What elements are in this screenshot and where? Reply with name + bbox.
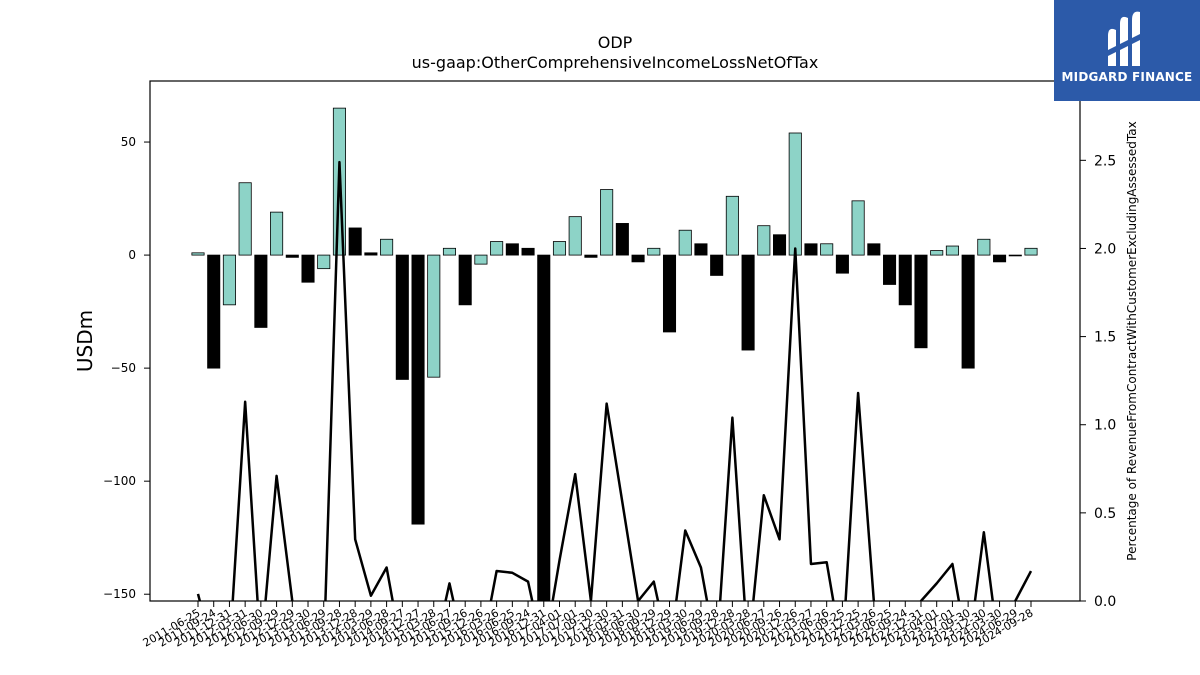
bar-2023-09-30 — [961, 254, 975, 369]
bar-2017-07-01 — [568, 216, 582, 256]
y-tick-label: −150 — [103, 587, 136, 601]
x-axis: 2011-06-252011-09-242011-12-312012-03-31… — [141, 601, 1036, 650]
bar-2018-09-29 — [647, 247, 661, 256]
y-tick-label: 50 — [121, 135, 136, 149]
bar-2013-03-30 — [301, 254, 315, 283]
bar-2022-09-24 — [898, 254, 912, 306]
bar-2018-06-30 — [631, 254, 645, 263]
bar-2015-06-27 — [442, 247, 456, 256]
bar-2013-06-29 — [317, 254, 331, 270]
bar-series — [191, 107, 1038, 601]
logo-mark-icon — [1108, 11, 1140, 66]
midgard-finance-logo: MIDGARD FINANCE — [1054, 0, 1200, 101]
y2-tick-label: 0.5 — [1094, 506, 1116, 522]
bar-2020-06-27 — [757, 225, 771, 256]
bar-2020-12-26 — [788, 132, 802, 256]
bar-2024-06-29 — [1008, 254, 1022, 257]
bar-2021-12-25 — [851, 200, 865, 256]
y2-tick-label: 2.5 — [1094, 153, 1116, 169]
bar-2016-12-31 — [537, 254, 551, 601]
bar-2021-06-26 — [820, 243, 834, 256]
bar-2015-09-26 — [458, 254, 472, 306]
bar-2014-12-27 — [411, 254, 425, 525]
bar-2012-09-29 — [270, 211, 284, 256]
y-tick-label: −50 — [111, 361, 136, 375]
bar-2012-06-30 — [254, 254, 268, 328]
bar-2019-09-28 — [710, 254, 724, 276]
y2-tick-label: 0.0 — [1094, 594, 1116, 610]
bar-2012-12-29 — [285, 254, 299, 258]
bar-2023-07-01 — [945, 245, 959, 256]
y2-tick-label: 1.5 — [1094, 330, 1116, 346]
chart-subtitle: us-gaap:OtherComprehensiveIncomeLossNetO… — [412, 53, 819, 72]
y-tick-label: 0 — [128, 248, 136, 262]
bar-2019-03-30 — [678, 229, 692, 256]
bar-2014-09-27 — [395, 254, 409, 380]
bar-2017-12-30 — [600, 189, 614, 256]
bar-2011-12-31 — [222, 254, 236, 306]
bar-2013-12-28 — [348, 227, 362, 256]
bar-2016-09-24 — [521, 247, 535, 256]
bar-2016-06-25 — [505, 243, 519, 256]
bar-2024-03-30 — [993, 254, 1007, 263]
chart-title: ODP — [598, 33, 633, 52]
y-axis-left: 50 0 −50 −100 −150 — [103, 135, 150, 601]
y-tick-label: −100 — [103, 474, 136, 488]
logo-text: MIDGARD FINANCE — [1061, 70, 1193, 84]
bar-2024-09-28 — [1024, 247, 1038, 256]
plot-frame — [149, 80, 1081, 602]
bar-2015-03-28 — [427, 254, 441, 378]
bar-2015-12-26 — [474, 254, 488, 265]
y2-tick-label: 1.0 — [1094, 418, 1116, 434]
bar-2014-06-28 — [380, 238, 394, 256]
bar-2014-03-29 — [364, 252, 378, 256]
bar-2019-12-28 — [725, 195, 739, 256]
y2-axis-label: Percentage of RevenueFromContractWithCus… — [1125, 121, 1139, 560]
line-series — [196, 160, 1033, 601]
bar-2021-03-27 — [804, 243, 818, 256]
line-path — [196, 160, 1033, 601]
y-axis-label: USDm — [73, 310, 97, 372]
bar-2012-03-31 — [238, 182, 252, 256]
y2-tick-label: 2.0 — [1094, 241, 1116, 257]
bar-2019-06-29 — [694, 243, 708, 256]
bar-2011-09-24 — [207, 254, 221, 369]
bar-2023-12-30 — [977, 238, 991, 256]
bar-2022-06-25 — [883, 254, 897, 285]
bar-2021-09-25 — [835, 254, 849, 274]
bar-2020-03-28 — [741, 254, 755, 351]
bar-2023-04-01 — [930, 250, 944, 256]
bar-2018-12-29 — [662, 254, 677, 333]
bar-2017-09-30 — [584, 254, 598, 258]
bar-2011-06-25 — [191, 252, 205, 256]
y-axis-right: 0.0 0.5 1.0 1.5 2.0 2.5 — [1080, 153, 1116, 610]
bar-2017-04-01 — [552, 241, 567, 256]
bar-2016-03-26 — [490, 241, 504, 256]
bar-2018-03-31 — [615, 223, 629, 256]
bar-2022-03-26 — [867, 243, 881, 256]
bar-2022-12-31 — [914, 254, 928, 349]
bar-2020-09-26 — [773, 234, 787, 256]
